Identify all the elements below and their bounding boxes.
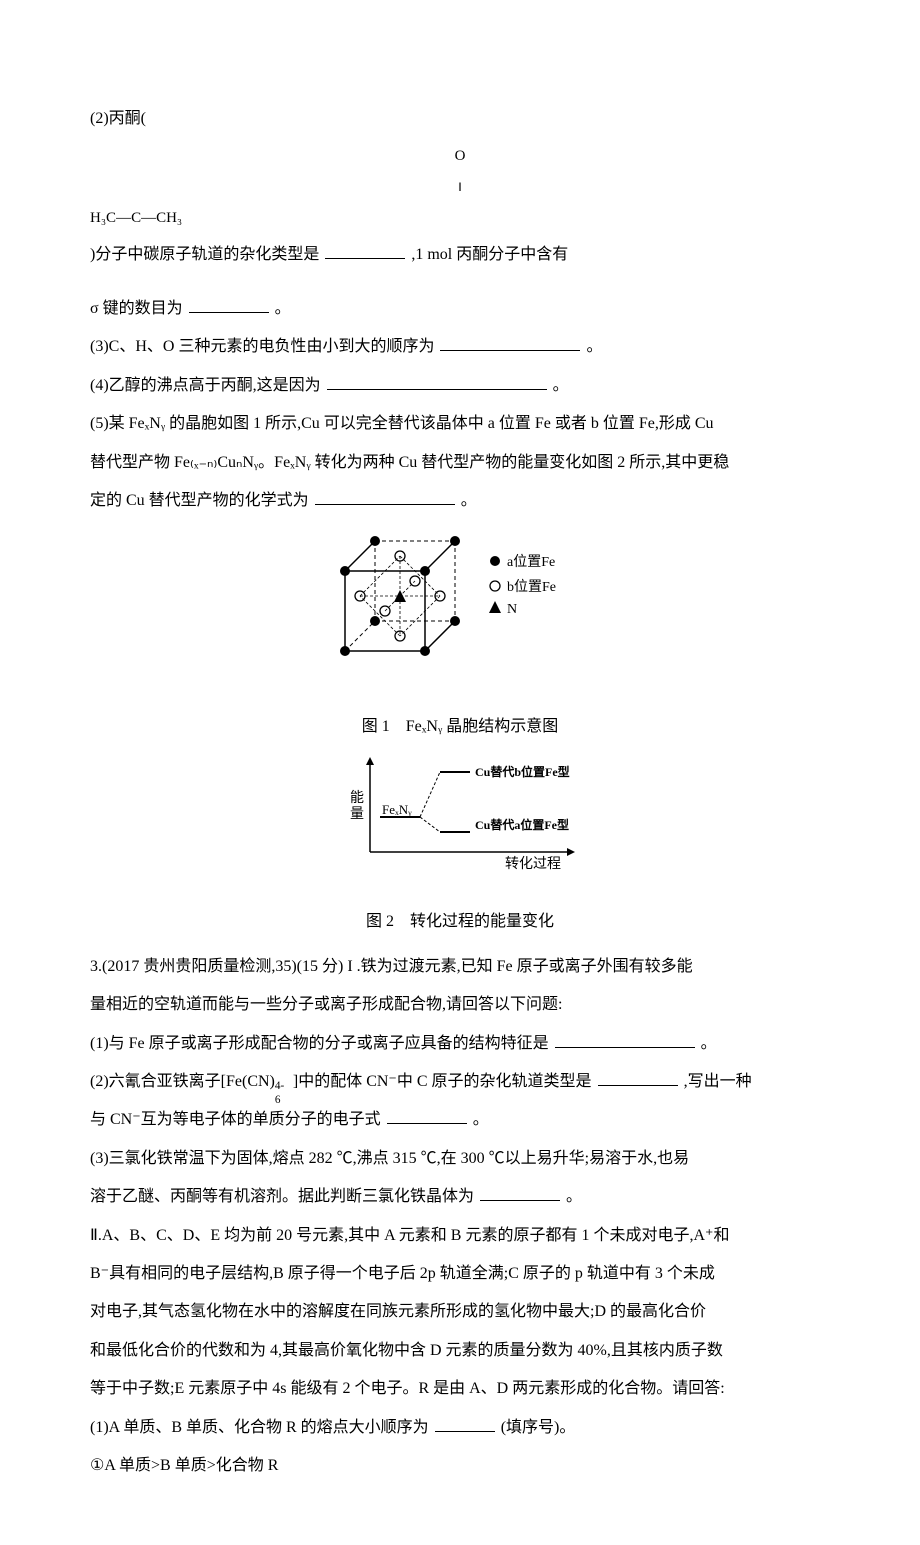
acetone-main: H₃C—C—CH₃ [90, 200, 830, 236]
p3-head2: 量相近的空轨道而能与一些分子或离子形成配合物,请回答以下问题: [90, 986, 830, 1024]
q5-line1: (5)某 FeₓNᵧ 的晶胞如图 1 所示,Cu 可以完全替代该晶体中 a 位置… [90, 405, 830, 443]
p3-q1: (1)与 Fe 原子或离子形成配合物的分子或离子应具备的结构特征是 。 [90, 1025, 830, 1063]
fig2-xlabel: 转化过程 [505, 856, 561, 872]
blank-q2-hybrid [325, 242, 405, 259]
blank-IIq1 [435, 1415, 495, 1432]
q3-tail: 。 [586, 338, 602, 355]
acetone-o: O [90, 138, 830, 174]
II-q1-text: (1)A 单质、B 单质、化合物 R 的熔点大小顺序为 [90, 1419, 429, 1436]
fig2-top-label: Cu替代b位置Fe型 [475, 764, 570, 779]
II-q1: (1)A 单质、B 单质、化合物 R 的熔点大小顺序为 (填序号)。 [90, 1409, 830, 1447]
blank-q5 [315, 488, 455, 505]
p3-q3b: 溶于乙醚、丙酮等有机溶剂。据此判断三氯化铁晶体为 。 [90, 1178, 830, 1216]
p3-q1-text: (1)与 Fe 原子或离子形成配合物的分子或离子应具备的结构特征是 [90, 1035, 549, 1052]
II-l4: 和最低化合价的代数和为 4,其最高价氧化物中含 D 元素的质量分数为 40%,且… [90, 1332, 830, 1370]
q2-tail1: ,1 mol 丙酮分子中含有 [411, 246, 568, 263]
fig2-caption: 图 2 转化过程的能量变化 [90, 903, 830, 941]
fig2-bot-label: Cu替代a位置Fe型 [475, 817, 569, 832]
p3-q2a: (2)六氰合亚铁离子[Fe(CN)4-6 ]中的配体 CN⁻中 C 原子的杂化轨… [90, 1063, 830, 1101]
II-l1: Ⅱ.A、B、C、D、E 均为前 20 号元素,其中 A 元素和 B 元素的原子都… [90, 1217, 830, 1255]
fig2-ylabel1: 能 [350, 790, 364, 806]
p3-q2a-text: (2)六氰合亚铁离子[Fe(CN) [90, 1073, 275, 1090]
q3-line: (3)C、H、O 三种元素的电负性由小到大的顺序为 。 [90, 328, 830, 366]
blank-p3q3 [480, 1184, 560, 1201]
fig2-ylabel2: 量 [350, 806, 364, 822]
fig1-container: a位置Fe b位置Fe N [90, 526, 830, 691]
II-l3: 对电子,其气态氢化物在水中的溶解度在同族元素所形成的氢化物中最大;D 的最高化合… [90, 1293, 830, 1331]
blank-p3q2b [387, 1107, 467, 1124]
fig2-container: 能 量 转化过程 Cu替代b位置Fe型 FeₓNᵧ Cu替代a位置Fe型 [90, 752, 830, 887]
p3-q2c: 与 CN⁻互为等电子体的单质分子的电子式 。 [90, 1101, 830, 1139]
fig1-legend-a: a位置Fe [507, 554, 555, 570]
p3-q3a: (3)三氯化铁常温下为固体,熔点 282 ℃,沸点 315 ℃,在 300 ℃以… [90, 1140, 830, 1178]
II-l5: 等于中子数;E 元素原子中 4s 能级有 2 个电子。R 是由 A、D 两元素形… [90, 1370, 830, 1408]
fig1-svg: a位置Fe b位置Fe N [320, 526, 600, 676]
II-opt1: ①A 单质>B 单质>化合物 R [90, 1447, 830, 1485]
q5-line3: 定的 Cu 替代型产物的化学式为 。 [90, 482, 830, 520]
blank-q3 [440, 334, 580, 351]
p3-q2-mid: ,写出一种 [684, 1073, 752, 1090]
fig2-mid-label: FeₓNᵧ [382, 802, 412, 818]
q2-prefix: (2)丙酮( [90, 110, 150, 127]
q3-text: (3)C、H、O 三种元素的电负性由小到大的顺序为 [90, 338, 434, 355]
p3-q2c-text: 与 CN⁻互为等电子体的单质分子的电子式 [90, 1111, 381, 1128]
fig1-caption: 图 1 FeₓNᵧ 晶胞结构示意图 [90, 708, 830, 746]
II-l2: B⁻具有相同的电子层结构,B 原子得一个电子后 2p 轨道全满;C 原子的 p … [90, 1255, 830, 1293]
q2-sigma-tail: 。 [275, 300, 291, 317]
fig1-legend-b: b位置Fe [507, 579, 556, 595]
p3-q3b-text: 溶于乙醚、丙酮等有机溶剂。据此判断三氯化铁晶体为 [90, 1188, 474, 1205]
p3-q3-tail: 。 [566, 1188, 582, 1205]
q5-line2: 替代型产物 Fe₍ₓ₋ₙ₎CuₙNᵧ。FeₓNᵧ 转化为两种 Cu 替代型产物的… [90, 444, 830, 482]
q4-text: (4)乙醇的沸点高于丙酮,这是因为 [90, 377, 321, 394]
q4-line: (4)乙醇的沸点高于丙酮,这是因为 。 [90, 367, 830, 405]
blank-p3q1 [555, 1031, 695, 1048]
q2-mid: )分子中碳原子轨道的杂化类型是 [90, 246, 319, 263]
q2-line2: σ 键的数目为 。 [90, 290, 830, 328]
II-q1-tail: (填序号)。 [501, 1419, 576, 1436]
blank-q2-sigma [189, 296, 269, 313]
blank-p3q2a [598, 1069, 678, 1086]
p3-q1-tail: 。 [701, 1035, 717, 1052]
q2-line1: (2)丙酮( [90, 100, 830, 138]
fe-sub: 6 [275, 1087, 281, 1114]
blank-q4 [327, 373, 547, 390]
q4-tail: 。 [553, 377, 569, 394]
p3-head: 3.(2017 贵州贵阳质量检测,35)(15 分) I .铁为过渡元素,已知 … [90, 948, 830, 986]
fig1-legend-n: N [507, 602, 517, 617]
q5-l3a: 定的 Cu 替代型产物的化学式为 [90, 492, 309, 509]
p3-q2b-text: ]中的配体 CN⁻中 C 原子的杂化轨道类型是 [293, 1073, 592, 1090]
fig2-svg: 能 量 转化过程 Cu替代b位置Fe型 FeₓNᵧ Cu替代a位置Fe型 [320, 752, 600, 872]
acetone-dbl: ‖ [90, 171, 830, 202]
q2-sigma: σ 键的数目为 [90, 300, 183, 317]
p3-q2-tail: 。 [473, 1111, 489, 1128]
q5-l3tail: 。 [461, 492, 477, 509]
